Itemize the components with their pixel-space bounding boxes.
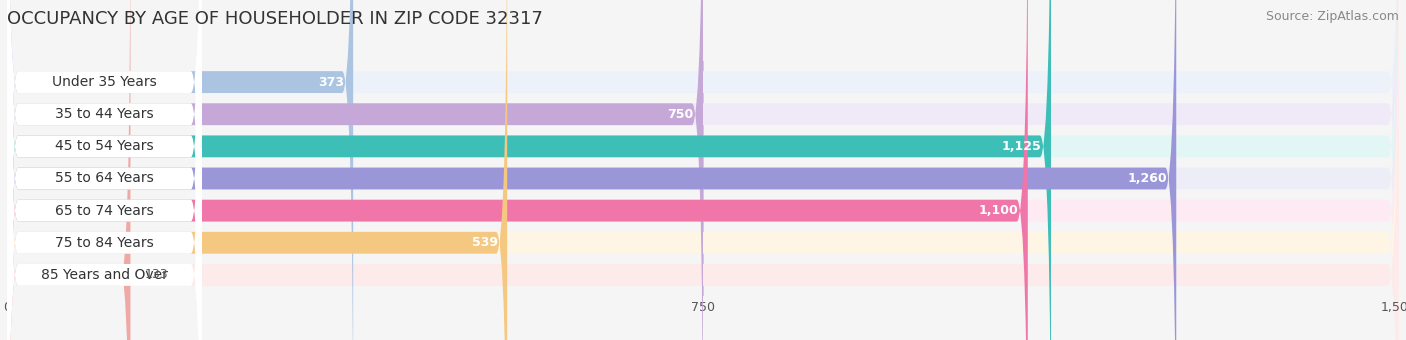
Text: 1,260: 1,260 (1128, 172, 1167, 185)
FancyBboxPatch shape (7, 0, 1399, 340)
FancyBboxPatch shape (7, 0, 353, 340)
FancyBboxPatch shape (7, 0, 508, 340)
FancyBboxPatch shape (7, 0, 1399, 340)
FancyBboxPatch shape (7, 0, 1399, 340)
Text: OCCUPANCY BY AGE OF HOUSEHOLDER IN ZIP CODE 32317: OCCUPANCY BY AGE OF HOUSEHOLDER IN ZIP C… (7, 10, 543, 28)
Text: 373: 373 (318, 75, 344, 89)
FancyBboxPatch shape (7, 0, 1399, 340)
FancyBboxPatch shape (7, 0, 1177, 340)
Text: 1,100: 1,100 (979, 204, 1018, 217)
Text: 133: 133 (145, 268, 167, 282)
Text: 45 to 54 Years: 45 to 54 Years (55, 139, 153, 153)
FancyBboxPatch shape (7, 0, 703, 340)
FancyBboxPatch shape (7, 0, 1050, 340)
FancyBboxPatch shape (7, 0, 1028, 340)
Text: 1,125: 1,125 (1002, 140, 1042, 153)
FancyBboxPatch shape (7, 0, 131, 340)
Text: 55 to 64 Years: 55 to 64 Years (55, 171, 153, 186)
Text: 75 to 84 Years: 75 to 84 Years (55, 236, 153, 250)
Text: 539: 539 (472, 236, 498, 249)
FancyBboxPatch shape (7, 0, 202, 340)
Text: 35 to 44 Years: 35 to 44 Years (55, 107, 153, 121)
FancyBboxPatch shape (7, 0, 202, 340)
Text: 85 Years and Over: 85 Years and Over (41, 268, 167, 282)
FancyBboxPatch shape (7, 0, 202, 340)
FancyBboxPatch shape (7, 0, 202, 340)
Text: Under 35 Years: Under 35 Years (52, 75, 157, 89)
Text: Source: ZipAtlas.com: Source: ZipAtlas.com (1265, 10, 1399, 23)
FancyBboxPatch shape (7, 0, 202, 340)
FancyBboxPatch shape (7, 0, 202, 340)
FancyBboxPatch shape (7, 0, 1399, 340)
Text: 65 to 74 Years: 65 to 74 Years (55, 204, 153, 218)
FancyBboxPatch shape (7, 0, 1399, 340)
FancyBboxPatch shape (7, 0, 1399, 340)
Text: 750: 750 (668, 108, 693, 121)
FancyBboxPatch shape (7, 0, 202, 340)
